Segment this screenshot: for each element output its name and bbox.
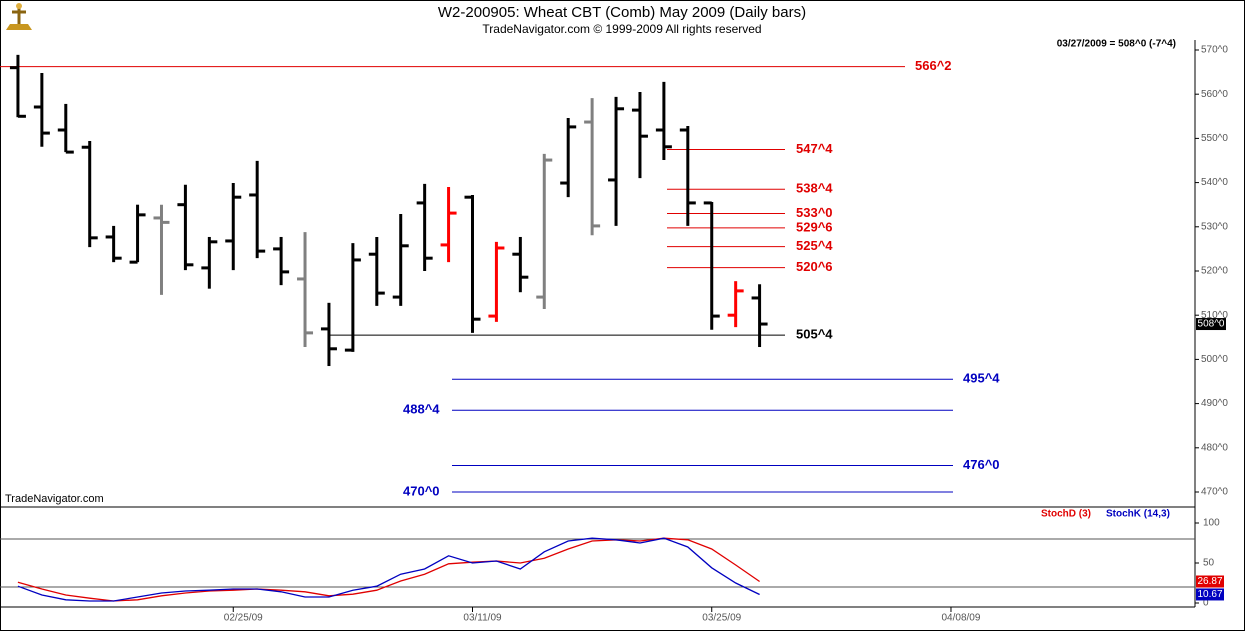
legend-entry: StochD (3) bbox=[1041, 509, 1091, 520]
y-tick-label: 510^0 bbox=[1201, 310, 1228, 321]
level-label: 488^4 bbox=[403, 402, 440, 417]
stoch-line bbox=[17, 537, 760, 602]
y-tick-label: 550^0 bbox=[1201, 133, 1228, 144]
y-tick-label: 490^0 bbox=[1201, 398, 1228, 409]
level-label: 505^4 bbox=[796, 327, 833, 342]
level-label: 566^2 bbox=[915, 58, 952, 73]
logo bbox=[6, 3, 32, 30]
y-tick-label: 50 bbox=[1203, 558, 1215, 569]
x-tick-label: 04/08/09 bbox=[942, 613, 981, 624]
level-label: 520^6 bbox=[796, 259, 833, 274]
y-tick-label: 520^0 bbox=[1201, 266, 1228, 277]
watermark: TradeNavigator.com bbox=[5, 493, 104, 505]
legend-entry: StochK (14,3) bbox=[1106, 509, 1170, 520]
level-label: 525^4 bbox=[796, 238, 833, 253]
level-label: 470^0 bbox=[403, 483, 440, 498]
last-value-box bbox=[1196, 575, 1224, 588]
x-tick-label: 03/25/09 bbox=[702, 613, 741, 624]
last-value-box bbox=[1196, 588, 1224, 601]
last-value-label: 10.67 bbox=[1197, 589, 1222, 600]
last-price-label: 508^0 bbox=[1198, 319, 1225, 330]
status: 03/27/2009 = 508^0 (-7^4) bbox=[1057, 39, 1176, 50]
level-label: 495^4 bbox=[963, 371, 1000, 386]
x-tick-label: 02/25/09 bbox=[224, 613, 263, 624]
stoch-line bbox=[17, 537, 760, 602]
level-label: 476^0 bbox=[963, 457, 1000, 472]
y-tick-label: 570^0 bbox=[1201, 45, 1228, 56]
y-tick-label: 540^0 bbox=[1201, 177, 1228, 188]
level-label: 533^0 bbox=[796, 205, 833, 220]
level-label: 547^4 bbox=[796, 141, 833, 156]
y-tick-label: 530^0 bbox=[1201, 221, 1228, 232]
chart-title: W2-200905: Wheat CBT (Comb) May 2009 (Da… bbox=[438, 4, 806, 21]
y-tick-label: 480^0 bbox=[1201, 442, 1228, 453]
y-tick-label: 470^0 bbox=[1201, 487, 1228, 498]
last-price-box bbox=[1196, 318, 1226, 331]
y-tick-label: 100 bbox=[1203, 518, 1220, 529]
last-value-label: 26.87 bbox=[1197, 576, 1222, 587]
y-tick-label: 560^0 bbox=[1201, 89, 1228, 100]
chart-subtitle: TradeNavigator.com © 1999-2009 All right… bbox=[482, 22, 761, 36]
y-tick-label: 0 bbox=[1203, 598, 1209, 609]
level-label: 529^6 bbox=[796, 219, 833, 234]
level-label: 538^4 bbox=[796, 181, 833, 196]
x-tick-label: 03/11/09 bbox=[463, 613, 502, 624]
y-tick-label: 500^0 bbox=[1201, 354, 1228, 365]
